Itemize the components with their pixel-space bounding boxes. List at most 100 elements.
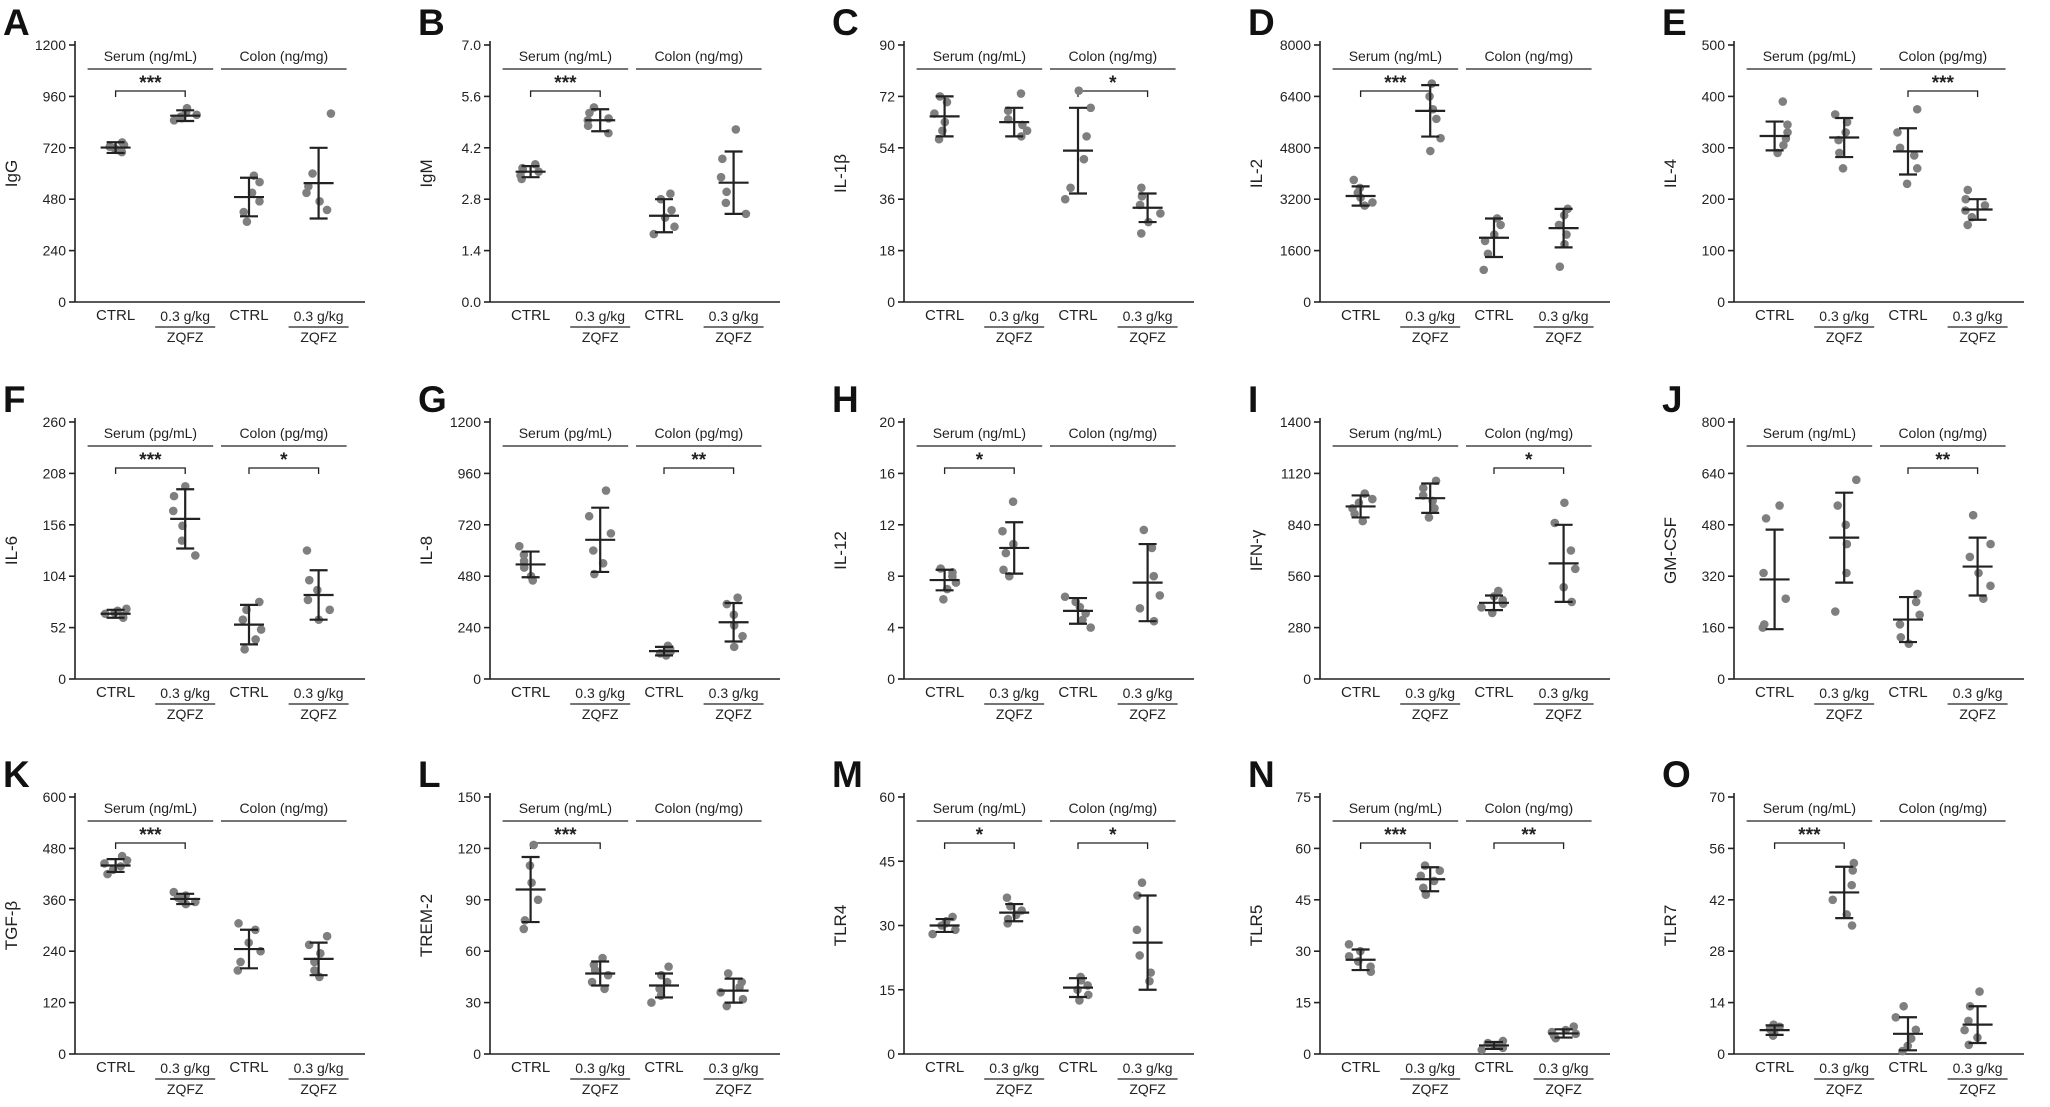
group-label: Serum (ng/mL) bbox=[933, 800, 1026, 816]
group-label: Colon (ng/mg) bbox=[1068, 425, 1157, 441]
x-label-dose: 0.3 g/kg bbox=[709, 308, 759, 324]
significance-bracket bbox=[1773, 842, 1845, 849]
data-point bbox=[1566, 546, 1576, 555]
panel-letter: A bbox=[3, 2, 30, 43]
data-point bbox=[520, 916, 530, 925]
x-label-ctrl: CTRL bbox=[1341, 307, 1380, 324]
y-tick-label: 18 bbox=[879, 243, 895, 259]
data-point bbox=[1961, 194, 1971, 204]
x-label-ctrl: CTRL bbox=[229, 307, 268, 324]
data-point bbox=[1911, 1025, 1921, 1035]
x-label-drug: ZQFZ bbox=[996, 1081, 1033, 1097]
y-tick-label: 156 bbox=[43, 517, 67, 533]
x-label-ctrl: CTRL bbox=[925, 684, 964, 701]
data-point bbox=[1893, 128, 1902, 137]
x-label-ctrl: CTRL bbox=[96, 1059, 135, 1076]
data-point bbox=[255, 197, 264, 206]
y-tick-label: 960 bbox=[43, 88, 67, 104]
data-point bbox=[1139, 525, 1149, 535]
x-label-ctrl: CTRL bbox=[1058, 1059, 1097, 1076]
data-point bbox=[316, 949, 325, 958]
data-point bbox=[1086, 623, 1095, 632]
group-label: Colon (ng/mg) bbox=[1068, 800, 1157, 816]
y-tick-label: 30 bbox=[465, 995, 481, 1011]
chart-panel-M: M TLR4 0 15 30 45 60 Serum (ng/mL) * Colon (ng/mg… bbox=[831, 754, 1194, 1097]
y-tick-label: 90 bbox=[879, 37, 895, 53]
x-label-drug: ZQFZ bbox=[300, 706, 337, 722]
significance-marker: *** bbox=[1384, 73, 1407, 94]
group-label: Serum (pg/mL) bbox=[1763, 48, 1856, 64]
group-label: Serum (pg/mL) bbox=[519, 425, 612, 441]
x-label-drug: ZQFZ bbox=[1129, 329, 1166, 345]
significance-bracket bbox=[1493, 842, 1565, 849]
data-point bbox=[530, 160, 540, 169]
panel-letter: E bbox=[1662, 2, 1687, 43]
data-point bbox=[1133, 891, 1142, 900]
x-label-ctrl: CTRL bbox=[229, 1059, 268, 1076]
y-tick-label: 0 bbox=[473, 671, 481, 687]
y-tick-label: 1600 bbox=[1280, 243, 1311, 259]
group-label: Serum (ng/mL) bbox=[519, 800, 612, 816]
data-point bbox=[1135, 951, 1144, 960]
x-label-ctrl: CTRL bbox=[925, 307, 964, 324]
significance-bracket bbox=[114, 842, 186, 849]
y-tick-label: 0 bbox=[58, 671, 66, 687]
x-label-dose: 0.3 g/kg bbox=[294, 685, 344, 701]
x-label-drug: ZQFZ bbox=[300, 1081, 337, 1097]
significance-marker: * bbox=[976, 450, 984, 471]
y-tick-label: 8 bbox=[887, 568, 895, 584]
y-tick-label: 480 bbox=[458, 568, 482, 584]
panel-letter: C bbox=[832, 2, 859, 43]
y-axis-label: TLR5 bbox=[1247, 905, 1266, 947]
x-label-drug: ZQFZ bbox=[1412, 706, 1449, 722]
data-point bbox=[1570, 564, 1580, 574]
group-label: Colon (ng/mg) bbox=[239, 48, 328, 64]
data-point bbox=[1838, 164, 1848, 173]
data-point bbox=[716, 988, 725, 997]
significance-bracket bbox=[248, 467, 320, 474]
x-label-drug: ZQFZ bbox=[1412, 329, 1449, 345]
data-point bbox=[234, 919, 243, 928]
y-tick-label: 720 bbox=[43, 140, 67, 156]
data-point bbox=[649, 229, 659, 239]
y-tick-label: 120 bbox=[458, 840, 482, 856]
data-point bbox=[233, 966, 243, 975]
data-point bbox=[664, 962, 673, 971]
y-tick-label: 480 bbox=[1702, 517, 1726, 533]
panel-letter: L bbox=[418, 754, 441, 795]
significance-marker: *** bbox=[1384, 825, 1407, 846]
y-tick-label: 0 bbox=[1303, 294, 1311, 310]
x-label-ctrl: CTRL bbox=[1755, 1059, 1794, 1076]
y-axis-label: IL-12 bbox=[831, 531, 850, 570]
x-label-dose: 0.3 g/kg bbox=[1539, 685, 1589, 701]
significance-marker: * bbox=[1109, 825, 1117, 846]
y-tick-label: 60 bbox=[465, 943, 481, 959]
x-label-dose: 0.3 g/kg bbox=[709, 685, 759, 701]
data-point bbox=[1360, 489, 1370, 498]
data-point bbox=[1132, 925, 1142, 935]
x-label-drug: ZQFZ bbox=[996, 329, 1033, 345]
data-point bbox=[1008, 497, 1018, 506]
group-label: Colon (ng/mg) bbox=[1068, 48, 1157, 64]
group-label: Serum (ng/mL) bbox=[1349, 800, 1442, 816]
data-point bbox=[1066, 183, 1075, 193]
data-point bbox=[731, 125, 741, 134]
y-tick-label: 0.0 bbox=[462, 294, 482, 310]
data-point bbox=[655, 984, 664, 994]
y-tick-label: 100 bbox=[1702, 243, 1726, 259]
group-label: Colon (ng/mg) bbox=[1898, 425, 1987, 441]
data-point bbox=[1075, 996, 1084, 1005]
x-label-ctrl: CTRL bbox=[96, 307, 135, 324]
y-tick-label: 1.4 bbox=[462, 243, 482, 259]
x-label-drug: ZQFZ bbox=[1959, 1081, 1996, 1097]
x-label-drug: ZQFZ bbox=[582, 1081, 619, 1097]
y-tick-label: 8000 bbox=[1280, 37, 1311, 53]
x-label-dose: 0.3 g/kg bbox=[575, 685, 625, 701]
x-label-ctrl: CTRL bbox=[1888, 684, 1927, 701]
chart-panel-D: D IL-2 0 1600 3200 4800 6400 8000 Serum (ng/mL) *… bbox=[1247, 2, 1610, 345]
significance-marker: *** bbox=[139, 825, 162, 846]
chart-panel-B: B IgM 0.0 1.4 2.8 4.2 5.6 7.0 Serum (ng/mL) *** Co… bbox=[417, 2, 780, 345]
y-tick-label: 14 bbox=[1709, 995, 1725, 1011]
data-point bbox=[251, 635, 260, 644]
y-tick-label: 240 bbox=[43, 943, 67, 959]
